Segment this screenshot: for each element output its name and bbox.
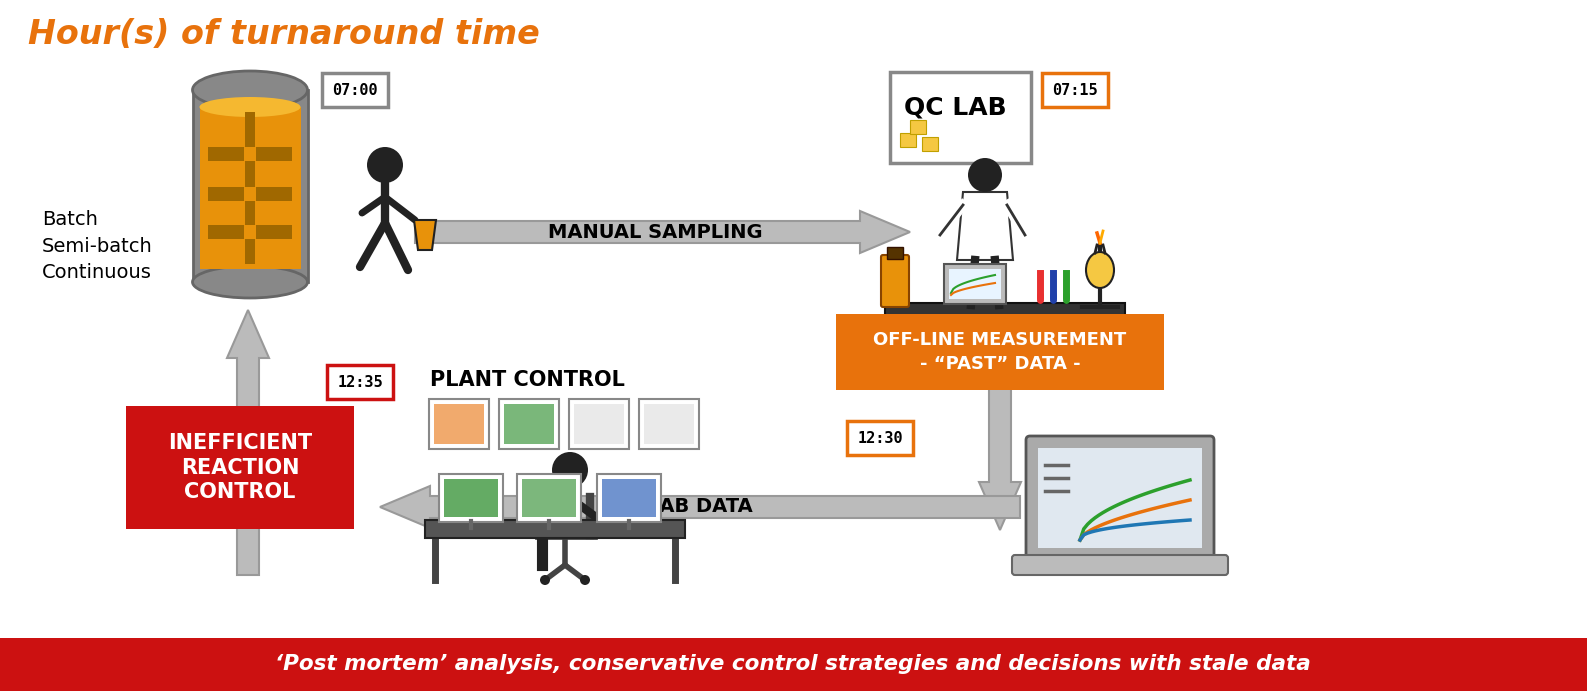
Text: PLANT CONTROL: PLANT CONTROL — [430, 370, 625, 390]
Circle shape — [968, 158, 1001, 192]
FancyBboxPatch shape — [444, 479, 498, 517]
FancyBboxPatch shape — [244, 187, 256, 201]
FancyBboxPatch shape — [440, 474, 503, 522]
FancyBboxPatch shape — [570, 399, 628, 449]
FancyBboxPatch shape — [886, 303, 1125, 319]
FancyBboxPatch shape — [889, 72, 1030, 163]
Text: ‘Post mortem’ analysis, conservative control strategies and decisions with stale: ‘Post mortem’ analysis, conservative con… — [275, 654, 1311, 674]
FancyBboxPatch shape — [597, 474, 662, 522]
FancyBboxPatch shape — [881, 255, 909, 307]
FancyBboxPatch shape — [208, 187, 292, 201]
Text: Hour(s) of turnaround time: Hour(s) of turnaround time — [29, 17, 540, 50]
FancyBboxPatch shape — [640, 399, 698, 449]
FancyBboxPatch shape — [505, 404, 554, 444]
Text: 07:00: 07:00 — [332, 82, 378, 97]
FancyBboxPatch shape — [208, 147, 292, 161]
Text: 12:30: 12:30 — [857, 430, 903, 446]
FancyBboxPatch shape — [944, 264, 1006, 304]
Circle shape — [367, 147, 403, 183]
Ellipse shape — [1086, 252, 1114, 288]
Polygon shape — [414, 220, 436, 250]
Text: QC LAB: QC LAB — [903, 95, 1006, 119]
FancyBboxPatch shape — [1038, 448, 1201, 548]
FancyBboxPatch shape — [1043, 73, 1108, 107]
Polygon shape — [957, 192, 1013, 260]
Polygon shape — [379, 486, 1020, 528]
Ellipse shape — [192, 266, 308, 298]
FancyBboxPatch shape — [644, 404, 694, 444]
FancyBboxPatch shape — [200, 107, 300, 269]
Text: 12:35: 12:35 — [336, 375, 382, 390]
FancyBboxPatch shape — [900, 133, 916, 147]
Circle shape — [540, 575, 551, 585]
Text: MANUAL SAMPLING: MANUAL SAMPLING — [548, 223, 762, 241]
FancyBboxPatch shape — [428, 399, 489, 449]
FancyBboxPatch shape — [887, 247, 903, 259]
FancyBboxPatch shape — [244, 225, 256, 239]
FancyBboxPatch shape — [327, 365, 394, 399]
FancyBboxPatch shape — [909, 120, 925, 134]
Text: LAB DATA: LAB DATA — [647, 498, 752, 516]
FancyBboxPatch shape — [244, 112, 256, 264]
FancyBboxPatch shape — [949, 269, 1001, 299]
Text: 07:15: 07:15 — [1052, 82, 1098, 97]
Ellipse shape — [200, 97, 300, 117]
Polygon shape — [414, 211, 909, 253]
FancyBboxPatch shape — [244, 147, 256, 161]
FancyBboxPatch shape — [517, 474, 581, 522]
Polygon shape — [979, 388, 1020, 530]
Circle shape — [552, 452, 589, 488]
FancyBboxPatch shape — [847, 421, 913, 455]
Text: INEFFICIENT
REACTION
CONTROL: INEFFICIENT REACTION CONTROL — [168, 433, 313, 502]
FancyBboxPatch shape — [922, 137, 938, 151]
FancyBboxPatch shape — [433, 404, 484, 444]
Circle shape — [579, 575, 590, 585]
FancyBboxPatch shape — [192, 90, 308, 282]
FancyBboxPatch shape — [498, 399, 559, 449]
Text: OFF-LINE MEASUREMENT
- “PAST” DATA -: OFF-LINE MEASUREMENT - “PAST” DATA - — [873, 331, 1127, 373]
FancyBboxPatch shape — [522, 479, 576, 517]
FancyBboxPatch shape — [574, 404, 624, 444]
FancyBboxPatch shape — [125, 406, 354, 529]
FancyBboxPatch shape — [1013, 555, 1228, 575]
FancyBboxPatch shape — [208, 225, 292, 239]
FancyBboxPatch shape — [836, 314, 1163, 390]
Ellipse shape — [192, 71, 308, 109]
FancyBboxPatch shape — [601, 479, 655, 517]
FancyBboxPatch shape — [322, 73, 387, 107]
Text: Batch
Semi-batch
Continuous: Batch Semi-batch Continuous — [41, 210, 152, 282]
FancyBboxPatch shape — [0, 638, 1587, 691]
FancyBboxPatch shape — [1027, 436, 1214, 562]
FancyBboxPatch shape — [425, 520, 686, 538]
Polygon shape — [227, 310, 270, 575]
